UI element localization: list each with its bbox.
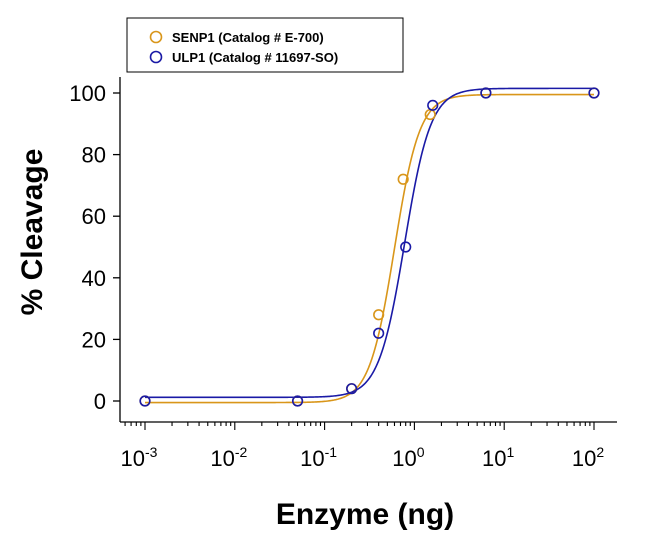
- data-point-ulp1: [588, 87, 600, 99]
- data-points: [139, 87, 600, 407]
- legend-marker-senp1: [149, 30, 163, 44]
- data-point-ulp1: [373, 327, 385, 339]
- y-axis-label: % Cleavage: [16, 149, 49, 316]
- fit-curves: [145, 87, 594, 404]
- data-point-ulp1: [346, 383, 358, 395]
- legend-label-ulp1: ULP1 (Catalog # 11697-SO): [172, 50, 338, 65]
- y-ticks: 0 20 40 60 80 100: [69, 81, 120, 414]
- legend-marker-ulp1: [149, 50, 163, 64]
- y-tick-label: 100: [69, 81, 106, 106]
- legend-label-senp1: SENP1 (Catalog # E-700): [172, 30, 324, 45]
- y-tick-label: 40: [82, 266, 106, 291]
- y-tick-label: 20: [82, 327, 106, 352]
- x-tick-label: 10-3: [121, 444, 158, 471]
- data-point-ulp1: [427, 99, 439, 111]
- x-axis-label: Enzyme (ng): [276, 498, 454, 531]
- y-tick-label: 0: [94, 389, 106, 414]
- fit-curve-ulp1: [145, 87, 594, 399]
- x-tick-label: 100: [392, 444, 424, 471]
- x-tick-label: 102: [572, 444, 604, 471]
- x-tick-label: 10-1: [300, 444, 337, 471]
- x-tick-label: 10-2: [210, 444, 247, 471]
- axes: [119, 77, 617, 423]
- data-point-ulp1: [139, 395, 151, 407]
- x-tick-label: 101: [482, 444, 514, 471]
- legend-box: [126, 17, 404, 73]
- legend: SENP1 (Catalog # E-700) ULP1 (Catalog # …: [126, 17, 404, 73]
- x-ticks: 10-3 10-2 10-1 100 101 102: [121, 422, 604, 471]
- y-tick-label: 80: [82, 143, 106, 168]
- data-point-ulp1: [400, 241, 412, 253]
- data-point-senp1: [373, 309, 385, 321]
- y-tick-label: 60: [82, 204, 106, 229]
- data-point-senp1: [397, 173, 409, 185]
- fit-curve-senp1: [145, 93, 594, 404]
- data-point-ulp1: [480, 87, 492, 99]
- data-point-ulp1: [291, 395, 304, 407]
